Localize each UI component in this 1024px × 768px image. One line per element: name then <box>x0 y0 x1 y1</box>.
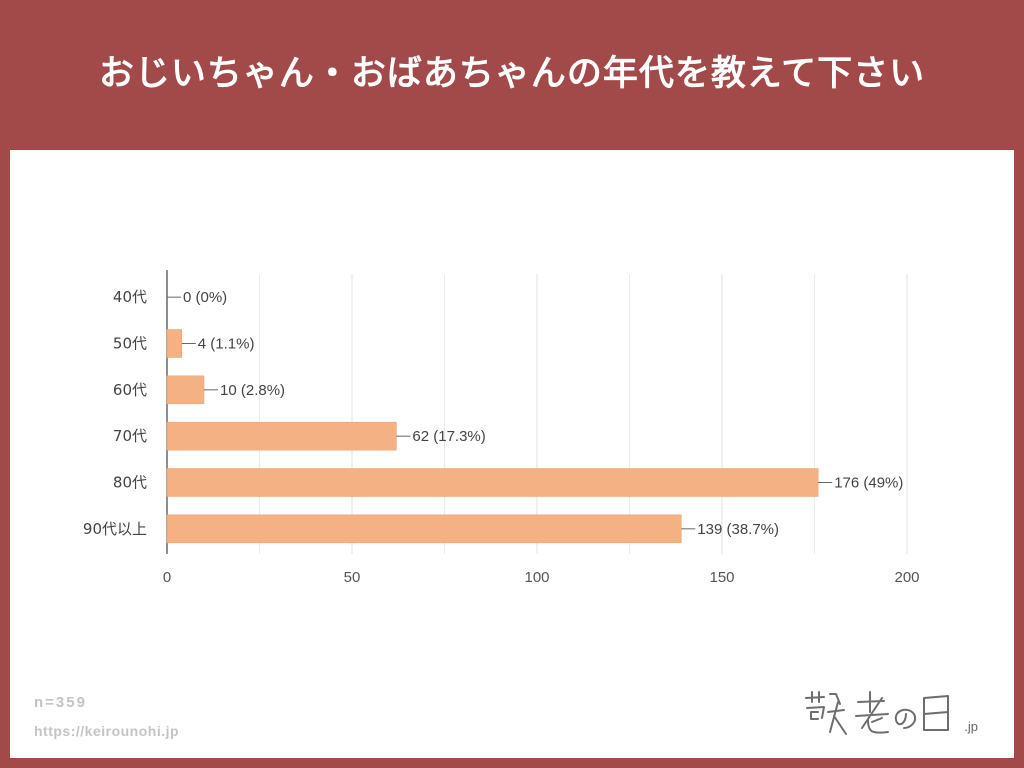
data-label: 0 (0%) <box>183 289 227 306</box>
data-label: 10 (2.8%) <box>220 382 285 399</box>
page-title: おじいちゃん・おばあちゃんの年代を教えて下さい <box>98 53 926 94</box>
chart-panel: 0 50 100 150 200 40代 0 (0%) 50代 4 (1.1%) 60代 10 (2… <box>10 150 1014 758</box>
category-label: 40代 <box>113 288 147 306</box>
category-label: 50代 <box>113 335 147 353</box>
x-tick-label: 0 <box>163 569 171 586</box>
bar <box>166 421 397 451</box>
logo-handwritten-graphic <box>805 691 950 735</box>
logo-suffix: .jp <box>964 719 978 734</box>
x-tick-label: 200 <box>894 569 919 586</box>
source-url: https://keirounohi.jp <box>34 723 180 739</box>
category-label: 80代 <box>113 474 147 492</box>
header: おじいちゃん・おばあちゃんの年代を教えて下さい <box>0 0 1024 150</box>
data-label: 4 (1.1%) <box>198 336 255 353</box>
sample-size-label: n=359 <box>34 694 87 711</box>
bar <box>166 514 682 544</box>
x-tick-label: 150 <box>709 569 734 586</box>
category-label: 90代以上 <box>83 520 147 538</box>
bar-chart: 0 50 100 150 200 40代 0 (0%) 50代 4 (1.1%) 60代 10 (2… <box>83 270 920 586</box>
bar <box>166 468 819 497</box>
data-label: 62 (17.3%) <box>412 428 485 445</box>
bar <box>166 375 205 405</box>
data-label: 176 (49%) <box>834 475 903 492</box>
x-tick-label: 50 <box>344 569 361 586</box>
category-label: 60代 <box>113 381 147 399</box>
category-label: 70代 <box>113 427 147 445</box>
site-logo: .jp <box>802 684 978 740</box>
data-label: 139 (38.7%) <box>697 521 779 538</box>
bar <box>166 329 183 358</box>
x-tick-label: 100 <box>524 569 549 586</box>
